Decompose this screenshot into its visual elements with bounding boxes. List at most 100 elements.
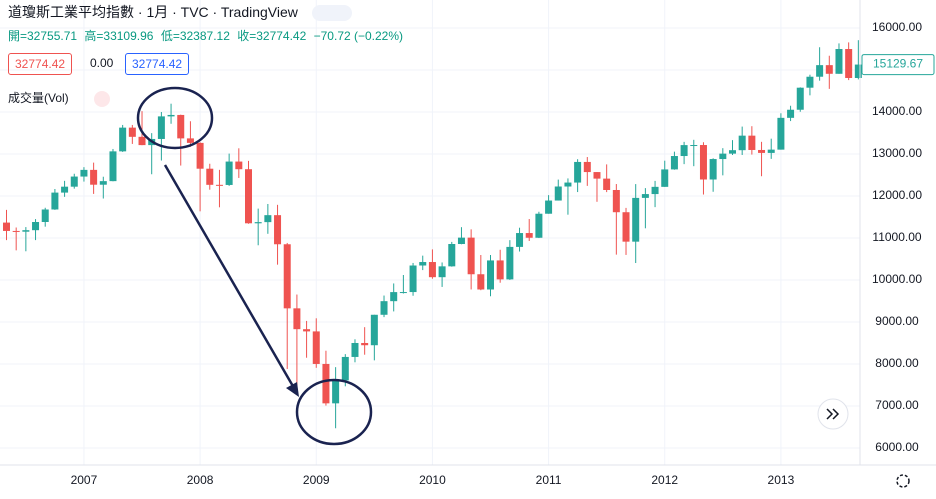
status-badge[interactable] xyxy=(311,5,352,22)
candle-body xyxy=(661,169,669,187)
warning-icon[interactable] xyxy=(94,90,111,107)
candle-body xyxy=(622,212,630,242)
ohlc-value: 低=32387.12 xyxy=(160,29,230,43)
settings-icon[interactable] xyxy=(896,474,910,488)
candle-body xyxy=(32,222,40,231)
input-box[interactable]: 0.00 xyxy=(90,56,114,70)
candle-body xyxy=(90,169,98,185)
last-price-box xyxy=(861,54,935,76)
annotation-ellipse xyxy=(295,378,373,446)
candle-body xyxy=(583,161,591,173)
candle-body xyxy=(206,168,214,185)
x-tick-label: 2010 xyxy=(419,473,446,487)
candle-body xyxy=(758,149,766,153)
candle-body xyxy=(825,65,833,74)
candle-body xyxy=(428,262,436,278)
candle-body xyxy=(835,49,843,74)
y-tick-label: 14000.00 xyxy=(872,104,922,118)
candle-body xyxy=(545,200,553,214)
candle-body xyxy=(748,135,756,150)
candle-body xyxy=(51,192,59,210)
candle-body xyxy=(332,380,340,404)
candle-body xyxy=(370,314,378,346)
ohlc-value: 高=33109.96 xyxy=(84,29,154,43)
candle-body xyxy=(525,233,533,238)
candle-body xyxy=(564,182,572,187)
candle-body xyxy=(41,209,49,223)
y-tick-label: 16000.00 xyxy=(872,20,922,34)
candles xyxy=(3,40,862,429)
title-text: 道瓊斯工業平均指數 · 1月 · TVC · TradingView xyxy=(8,4,298,20)
candle-body xyxy=(390,292,398,302)
candle-body xyxy=(787,109,795,118)
candle-body xyxy=(535,213,543,238)
candle-body xyxy=(80,169,88,177)
candle-body xyxy=(264,215,272,223)
input-box[interactable]: 32774.42 xyxy=(125,53,190,75)
candle-body xyxy=(3,222,10,231)
input-box[interactable]: 32774.42 xyxy=(8,53,73,75)
grid xyxy=(0,0,860,465)
candle-body xyxy=(796,87,804,110)
candle-body xyxy=(467,237,475,275)
candle-body xyxy=(574,161,582,183)
y-tick-label: 11000.00 xyxy=(872,230,921,244)
candle-body xyxy=(554,186,562,201)
symbol-title: 道瓊斯工業平均指數 · 1月 · TVC · TradingView xyxy=(8,2,352,22)
candle-body xyxy=(177,114,185,139)
ohlc-value: 收=32774.42 xyxy=(237,29,307,43)
candle-body xyxy=(245,169,252,224)
candle-body xyxy=(612,189,620,213)
candle-body xyxy=(283,244,291,309)
candle-body xyxy=(12,230,20,232)
candle-body xyxy=(312,331,320,364)
x-tick-label: 2007 xyxy=(71,473,98,487)
arrow-head xyxy=(286,382,299,397)
candle-body xyxy=(448,244,456,267)
x-tick-label: 2009 xyxy=(303,473,330,487)
candle-body xyxy=(777,117,785,150)
candle-body xyxy=(438,266,446,278)
scroll-icon xyxy=(826,408,840,420)
candle-body xyxy=(709,159,717,180)
x-tick-label: 2011 xyxy=(536,473,562,487)
candle-body xyxy=(767,149,775,153)
candle-body xyxy=(274,215,282,245)
last-price-label: 15129.67 xyxy=(873,57,923,71)
y-tick-label: 8000.00 xyxy=(875,356,919,370)
candle-body xyxy=(593,172,601,179)
x-tick-label: 2013 xyxy=(768,473,795,487)
candle-body xyxy=(109,151,117,182)
candle-body xyxy=(322,363,330,404)
candle-body xyxy=(854,64,862,78)
candle-body xyxy=(215,184,223,186)
candle-body xyxy=(409,265,417,293)
annotation-arrow xyxy=(163,164,296,389)
candle-body xyxy=(670,156,678,170)
candle-body xyxy=(699,145,707,180)
volume-label: 成交量(Vol) xyxy=(8,91,69,105)
candle-body xyxy=(496,260,504,280)
ohlc-value: 開=32755.71 xyxy=(8,29,78,43)
candle-body xyxy=(641,194,649,198)
candle-body xyxy=(680,145,688,157)
candle-body xyxy=(506,246,514,280)
y-tick-label: 9000.00 xyxy=(875,314,919,328)
candle-body xyxy=(157,116,165,139)
candle-body xyxy=(235,161,243,170)
ohlc-change: −70.72 (−0.22%) xyxy=(313,29,404,43)
candle-body xyxy=(399,292,407,294)
candle-body xyxy=(845,49,853,78)
y-tick-label: 13000.00 xyxy=(872,146,922,160)
candle-body xyxy=(303,329,311,332)
candle-body xyxy=(196,142,204,169)
candle-body xyxy=(806,76,814,88)
x-tick-label: 2012 xyxy=(651,473,678,487)
candle-body xyxy=(729,150,736,154)
candle-body xyxy=(128,127,136,137)
candle-body xyxy=(516,233,524,247)
x-tick-label: 2008 xyxy=(187,473,214,487)
candle-body xyxy=(603,178,611,190)
candle-body xyxy=(419,262,427,266)
